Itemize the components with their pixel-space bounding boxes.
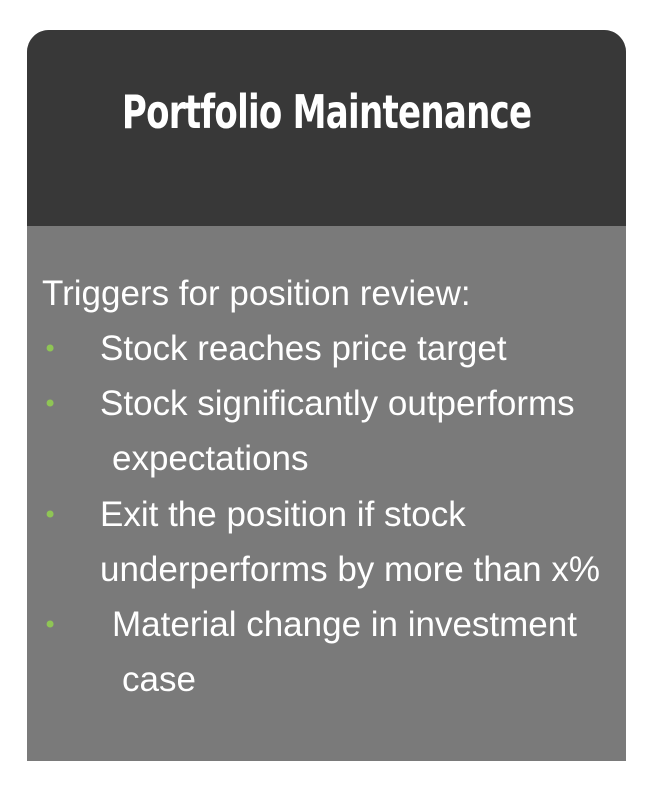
slide-card: Portfolio Maintenance Triggers for posit… — [27, 30, 626, 761]
bullet-item-exit-position-cont: underperforms by more than x% — [100, 550, 600, 589]
bullet-item-outperforms-cont: expectations — [112, 439, 309, 478]
bullet-item-material-change-cont: case — [122, 660, 196, 699]
title-banner: Portfolio Maintenance — [27, 30, 626, 226]
bullet-item-outperforms: Stock significantly outperforms — [100, 384, 575, 423]
bullet-icon: • — [43, 335, 58, 363]
bullet-item-price-target: Stock reaches price target — [100, 329, 507, 368]
bullet-icon: • — [43, 501, 58, 529]
bullet-icon: • — [43, 390, 58, 418]
bullet-item-material-change: Material change in investment — [112, 605, 577, 644]
bullet-icon: • — [43, 611, 58, 639]
bullet-item-exit-position: Exit the position if stock — [100, 495, 466, 534]
intro-text: Triggers for position review: — [42, 274, 471, 313]
slide-title: Portfolio Maintenance — [121, 85, 532, 139]
